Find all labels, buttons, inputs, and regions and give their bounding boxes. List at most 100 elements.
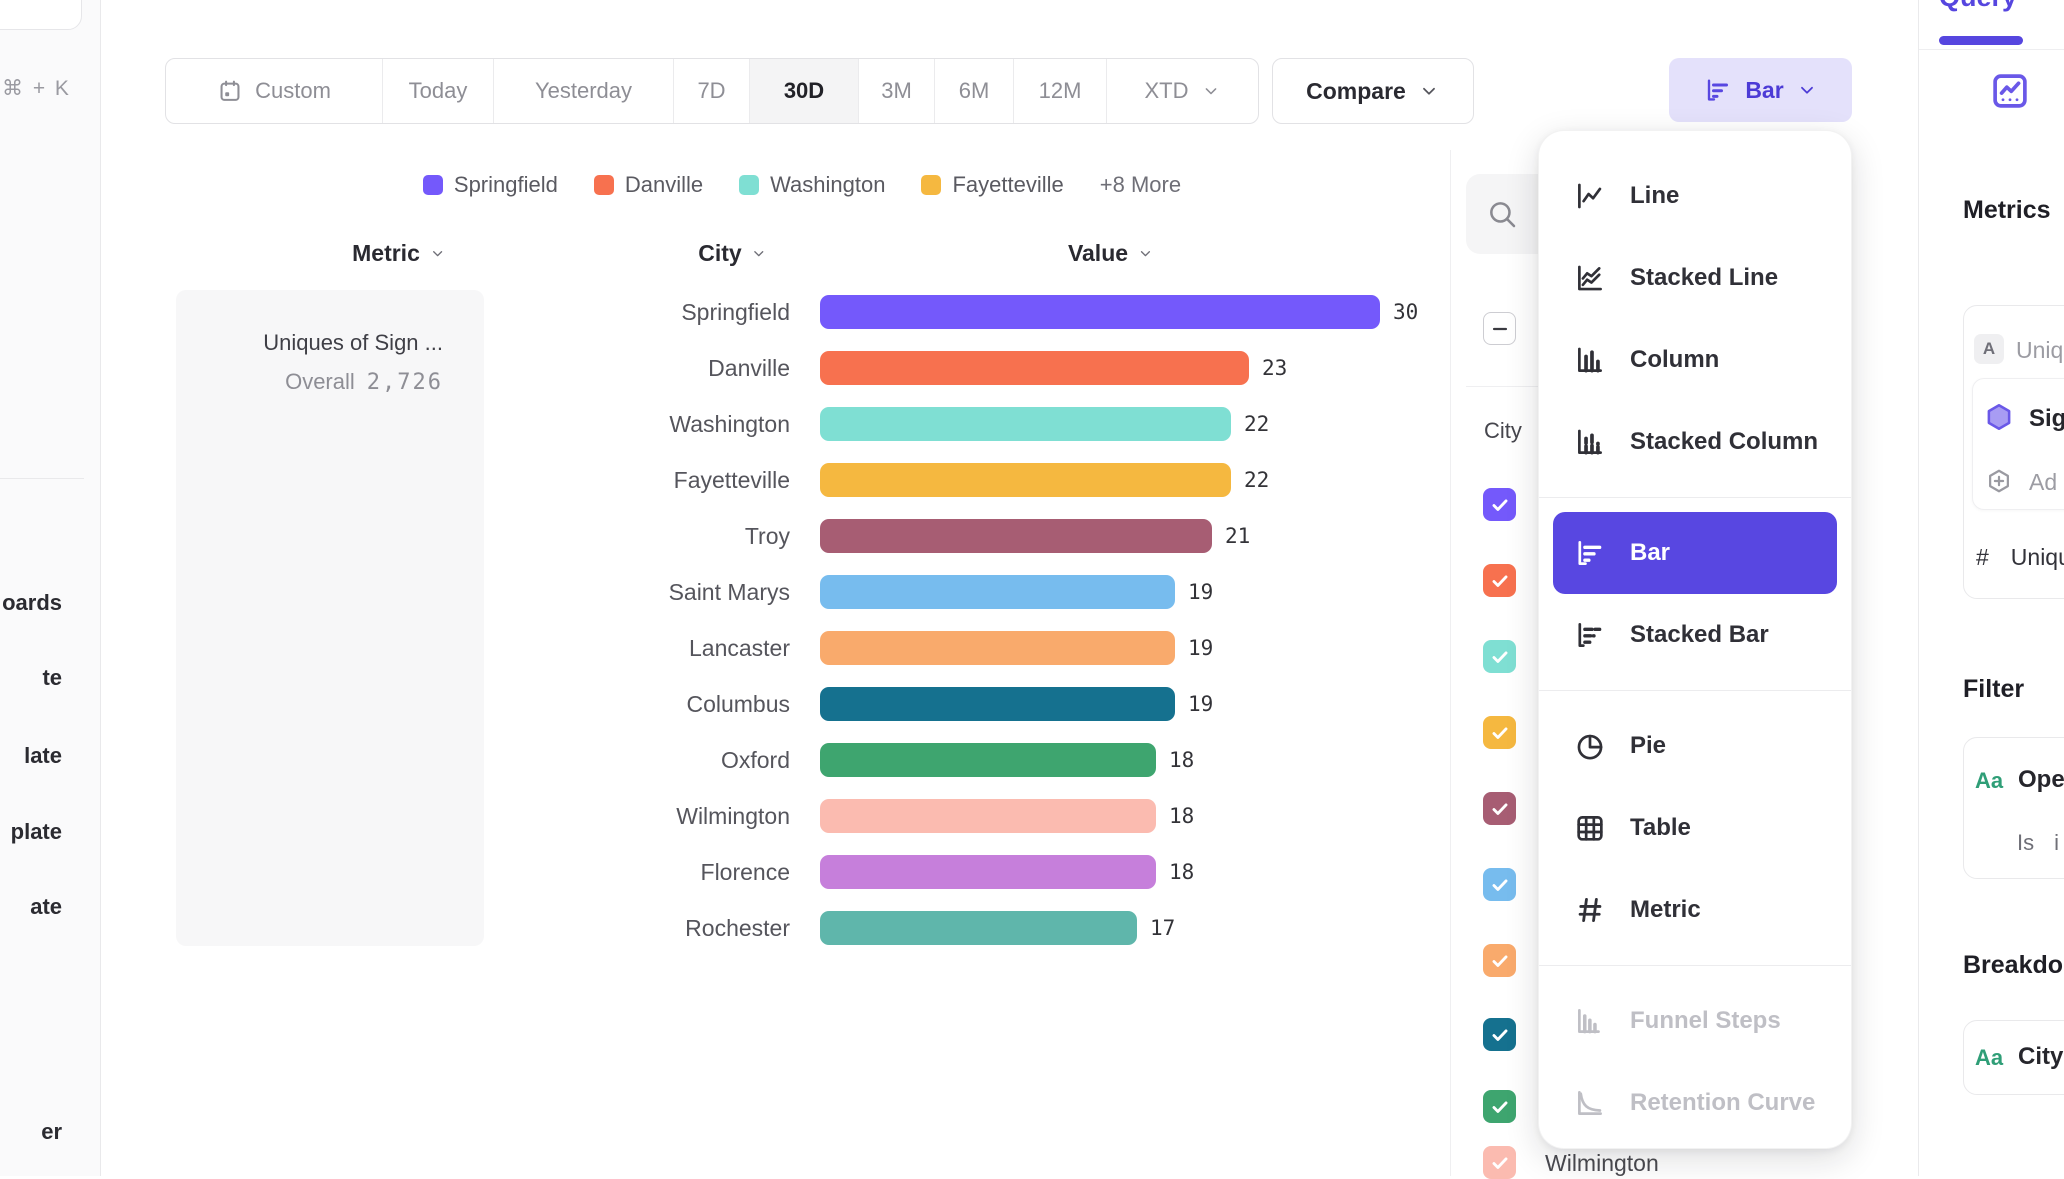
bar[interactable] (820, 351, 1249, 385)
nav-search-input[interactable] (0, 0, 82, 30)
event-card[interactable]: Sig Ad (1972, 378, 2064, 510)
metric-letter-badge: A (1974, 334, 2004, 364)
menu-divider (1539, 690, 1851, 691)
select-all-checkbox[interactable] (1483, 312, 1516, 345)
menu-item-table[interactable]: Table (1539, 787, 1851, 869)
nav-item[interactable]: oards (2, 590, 62, 615)
date-range-6m[interactable]: 6M (935, 59, 1014, 123)
bar[interactable] (820, 855, 1156, 889)
bar-category-label: Springfield (681, 298, 790, 325)
calendar-icon (220, 80, 240, 101)
menu-item-retention-curve: Retention Curve (1539, 1062, 1851, 1144)
series-checkbox[interactable] (1483, 1146, 1516, 1179)
bar-category-label: Wilmington (676, 802, 790, 829)
date-range-30d[interactable]: 30D (750, 59, 859, 123)
menu-item-metric[interactable]: Metric (1539, 869, 1851, 951)
chart-type-button[interactable]: Bar (1669, 58, 1852, 122)
legend-item[interactable]: Danville (593, 172, 703, 198)
check-icon (1492, 1156, 1507, 1169)
bar[interactable] (820, 631, 1175, 665)
metric-definition-card[interactable]: A Uniq Sig Ad # Uniqu (1963, 305, 2064, 599)
series-checkbox[interactable] (1483, 488, 1516, 521)
series-checkbox[interactable] (1483, 640, 1516, 673)
breakdown-heading: Breakdo (1963, 951, 2064, 979)
stacked-column-icon (1578, 429, 1602, 455)
legend-more[interactable]: +8 More (1099, 172, 1182, 197)
date-range-yesterday[interactable]: Yesterday (494, 59, 674, 123)
bar-category-label: Danville (708, 354, 790, 381)
filter-condition-row[interactable]: Is i (2017, 830, 2060, 855)
uniques-row[interactable]: # Uniqu (1976, 544, 2064, 570)
menu-item-pie[interactable]: Pie (1539, 705, 1851, 787)
menu-divider (1539, 965, 1851, 966)
bar-row: Rochester 17 (490, 900, 1175, 956)
series-checkbox[interactable] (1483, 868, 1516, 901)
column-icon (1578, 347, 1602, 373)
tab-query[interactable]: Query (1939, 0, 2017, 13)
date-range-7d[interactable]: 7D (674, 59, 750, 123)
nav-item[interactable]: late (24, 743, 62, 768)
bar[interactable] (820, 575, 1175, 609)
nav-item[interactable]: ate (30, 894, 62, 919)
date-range-12m[interactable]: 12M (1014, 59, 1107, 123)
nav-item[interactable]: te (42, 665, 62, 690)
bar-icon (1578, 541, 1602, 565)
check-icon (1492, 954, 1507, 967)
bar-row: Washington 22 (490, 396, 1269, 452)
tab-active-indicator (1939, 36, 2023, 45)
legend-item[interactable]: Springfield (422, 172, 558, 198)
metric-card[interactable]: Uniques of Sign ... Overall 2,726 (176, 290, 484, 946)
hexagon-plus-icon (1989, 469, 2009, 493)
bar-category-label: Columbus (686, 690, 790, 717)
series-checkbox[interactable] (1483, 716, 1516, 749)
table-icon (1577, 816, 1603, 841)
chart-square-icon (1993, 74, 2027, 108)
legend-item[interactable]: Fayetteville (921, 172, 1064, 198)
panel-divider (1919, 49, 2064, 50)
menu-item-stacked-column[interactable]: Stacked Column (1539, 401, 1851, 483)
date-range-custom[interactable]: Custom (166, 59, 383, 123)
nav-divider (0, 478, 84, 479)
menu-item-line[interactable]: Line (1539, 155, 1851, 237)
menu-item-column[interactable]: Column (1539, 319, 1851, 401)
series-checkbox[interactable] (1483, 564, 1516, 597)
series-checkbox[interactable] (1483, 1018, 1516, 1051)
chevron-down-icon (1205, 88, 1216, 95)
column-header-value[interactable]: Value (1068, 240, 1154, 267)
column-header-city[interactable]: City (698, 240, 767, 267)
series-checkbox[interactable] (1483, 792, 1516, 825)
date-range-today[interactable]: Today (383, 59, 494, 123)
bar-value-label: 22 (1244, 468, 1270, 492)
series-checkbox[interactable] (1483, 944, 1516, 977)
bar[interactable] (820, 519, 1212, 553)
date-range-3m[interactable]: 3M (859, 59, 935, 123)
bar[interactable] (820, 463, 1231, 497)
bar[interactable] (820, 911, 1137, 945)
date-range-xtd[interactable]: XTD (1107, 59, 1258, 123)
metric-icon (1578, 897, 1602, 923)
bar[interactable] (820, 743, 1156, 777)
search-icon (1486, 198, 1518, 230)
bar-row: Springfield 30 (490, 284, 1418, 340)
breakdown-card[interactable]: Aa City (1963, 1020, 2064, 1095)
menu-item-bar[interactable]: Bar (1553, 512, 1837, 594)
add-hexagon-icon[interactable] (1985, 467, 2013, 495)
column-header-metric[interactable]: Metric (352, 240, 446, 267)
bar[interactable] (820, 799, 1156, 833)
menu-item-stacked-bar[interactable]: Stacked Bar (1539, 594, 1851, 676)
bar[interactable] (820, 687, 1175, 721)
check-icon (1492, 1028, 1507, 1041)
legend-swatch (921, 175, 942, 195)
bar[interactable] (820, 295, 1380, 329)
chevron-down-icon (1422, 87, 1435, 95)
bar[interactable] (820, 407, 1231, 441)
compare-button[interactable]: Compare (1272, 58, 1474, 124)
check-icon (1492, 1100, 1507, 1113)
filter-card[interactable]: Aa Ope Is i (1963, 737, 2064, 879)
legend-item[interactable]: Washington (739, 172, 885, 198)
menu-item-stacked-line[interactable]: Stacked Line (1539, 237, 1851, 319)
nav-item[interactable]: er (41, 1119, 62, 1144)
series-checkbox[interactable] (1483, 1090, 1516, 1123)
bar-category-label: Florence (700, 858, 790, 885)
nav-item[interactable]: plate (10, 819, 62, 844)
